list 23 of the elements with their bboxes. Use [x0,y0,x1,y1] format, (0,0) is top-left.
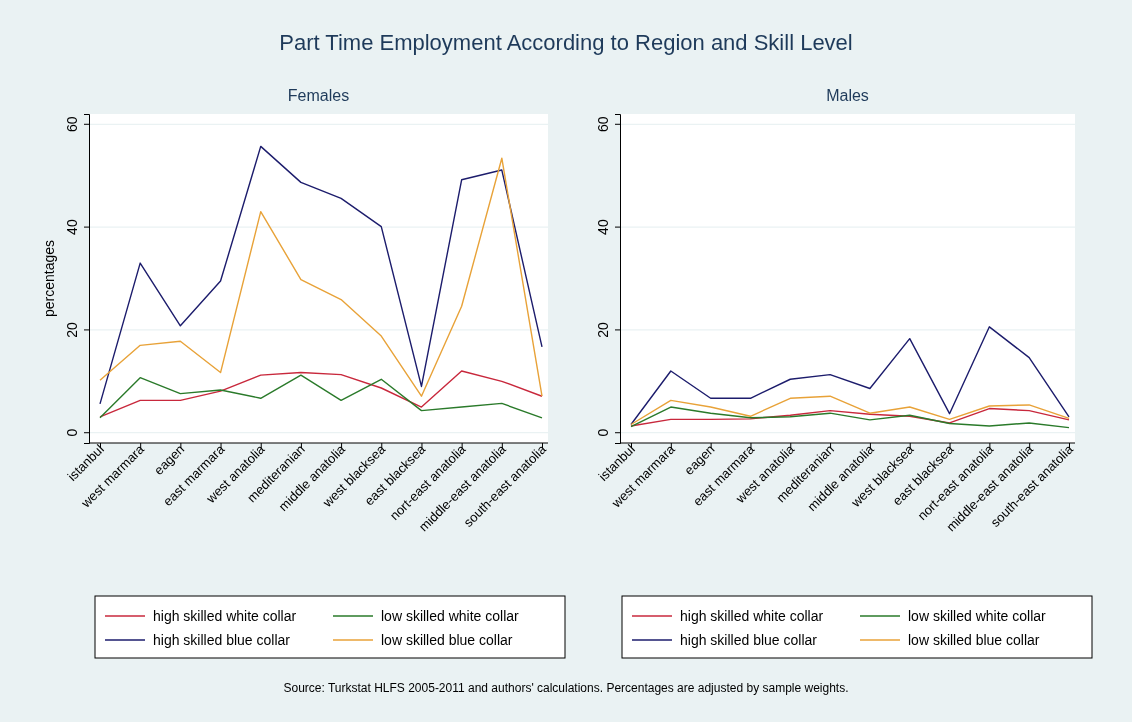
legend-label: high skilled blue collar [153,632,291,648]
source-note: Source: Turkstat HLFS 2005-2011 and authors' calculations. Percentages are adjusted by sample weights. [283,681,849,695]
y-tick-label: 20 [594,321,611,338]
line-series [630,395,1070,426]
chart-title: Part Time Employment According to Region and Skill Level [279,30,853,55]
chart-subtitle: Females [287,87,350,104]
chart-subtitle: Males [826,87,869,104]
y-tick-label: 0 [63,428,80,437]
legend-label: low skilled blue collar [381,632,513,648]
y-tick-label: 20 [63,321,80,338]
legend-label: high skilled white collar [680,608,824,624]
legend-label: high skilled white collar [153,608,297,624]
legend-label: low skilled white collar [381,608,520,624]
y-axis-title: percentages [41,239,57,318]
y-tick-label: 0 [594,428,611,437]
legend-label: low skilled white collar [908,608,1047,624]
line-series [630,326,1070,426]
y-tick-label: 60 [594,116,611,133]
y-tick-label: 40 [63,219,80,235]
y-tick-label: 40 [594,219,611,235]
legend-label: high skilled blue collar [680,632,818,648]
y-tick-label: 60 [63,116,80,133]
legend-label: low skilled blue collar [908,632,1040,648]
